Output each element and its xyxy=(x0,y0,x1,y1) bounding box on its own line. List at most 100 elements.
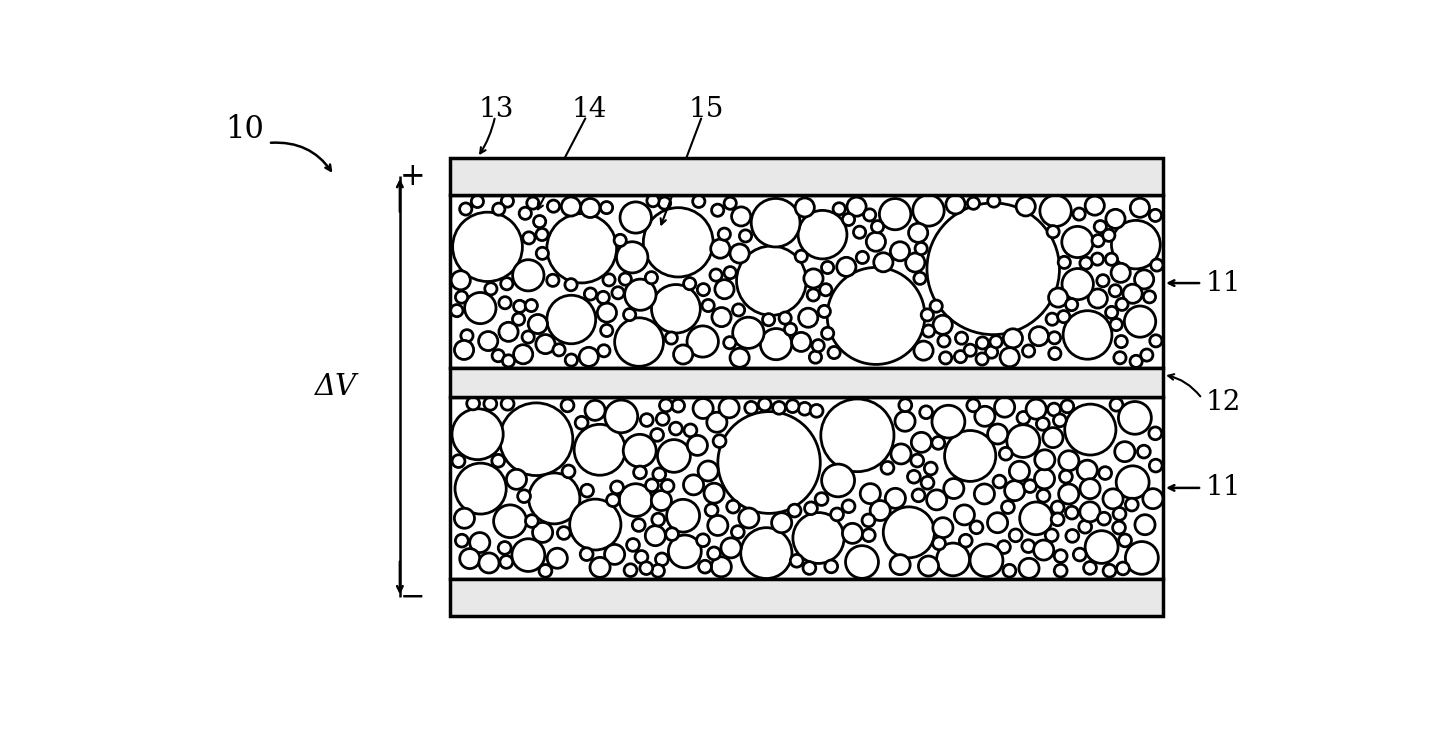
Circle shape xyxy=(931,300,942,312)
Circle shape xyxy=(697,283,709,296)
Bar xyxy=(450,194,1163,368)
Circle shape xyxy=(1048,403,1061,416)
Circle shape xyxy=(1143,489,1163,509)
Circle shape xyxy=(914,341,934,360)
Circle shape xyxy=(1065,298,1078,311)
Circle shape xyxy=(627,539,640,551)
Circle shape xyxy=(1048,332,1061,344)
Circle shape xyxy=(513,260,544,291)
Circle shape xyxy=(905,253,925,272)
Circle shape xyxy=(1010,529,1022,542)
Circle shape xyxy=(1094,220,1107,233)
Circle shape xyxy=(707,516,727,536)
Circle shape xyxy=(977,353,988,365)
Circle shape xyxy=(707,413,727,433)
Circle shape xyxy=(667,499,700,532)
Circle shape xyxy=(891,555,911,574)
Circle shape xyxy=(604,400,637,433)
Circle shape xyxy=(1017,412,1030,424)
Circle shape xyxy=(1097,512,1110,525)
Circle shape xyxy=(990,335,1002,348)
Circle shape xyxy=(1048,288,1068,307)
Circle shape xyxy=(1110,318,1123,331)
Circle shape xyxy=(988,513,1008,533)
Circle shape xyxy=(1130,355,1143,367)
Circle shape xyxy=(484,398,497,410)
Circle shape xyxy=(862,529,875,542)
Circle shape xyxy=(1000,447,1012,460)
Circle shape xyxy=(1010,462,1030,482)
Circle shape xyxy=(861,484,881,504)
Circle shape xyxy=(1035,450,1055,470)
Circle shape xyxy=(1085,196,1104,215)
Circle shape xyxy=(922,325,935,337)
Circle shape xyxy=(623,309,636,321)
Circle shape xyxy=(646,272,657,283)
Circle shape xyxy=(803,562,816,574)
Circle shape xyxy=(511,539,544,571)
Circle shape xyxy=(696,534,709,547)
Circle shape xyxy=(528,473,580,524)
Circle shape xyxy=(1048,347,1061,360)
Circle shape xyxy=(1004,329,1022,348)
Circle shape xyxy=(842,500,855,513)
Text: +: + xyxy=(400,160,425,191)
Circle shape xyxy=(536,247,548,260)
Circle shape xyxy=(927,203,1060,335)
Circle shape xyxy=(453,455,465,467)
Circle shape xyxy=(821,399,894,472)
Circle shape xyxy=(921,476,934,489)
Text: 14: 14 xyxy=(571,96,607,123)
Circle shape xyxy=(927,490,947,510)
Circle shape xyxy=(939,352,952,364)
Circle shape xyxy=(795,250,808,263)
Circle shape xyxy=(693,195,705,208)
Circle shape xyxy=(1118,534,1131,547)
Circle shape xyxy=(533,522,553,542)
Circle shape xyxy=(822,261,833,274)
Circle shape xyxy=(1117,562,1130,575)
Circle shape xyxy=(1065,530,1078,542)
Circle shape xyxy=(1078,520,1091,533)
Circle shape xyxy=(856,252,868,263)
Circle shape xyxy=(460,548,480,568)
Text: 11: 11 xyxy=(1206,474,1242,502)
Circle shape xyxy=(1034,469,1054,489)
Circle shape xyxy=(1034,540,1054,560)
Circle shape xyxy=(1017,197,1035,216)
Circle shape xyxy=(853,226,866,238)
Bar xyxy=(450,397,1163,579)
Circle shape xyxy=(1126,498,1138,511)
Circle shape xyxy=(969,544,1002,577)
Circle shape xyxy=(669,535,702,568)
Circle shape xyxy=(455,534,468,547)
Circle shape xyxy=(919,406,932,418)
Circle shape xyxy=(1074,548,1085,561)
Circle shape xyxy=(1065,506,1078,519)
Circle shape xyxy=(514,345,533,364)
Circle shape xyxy=(1091,253,1104,265)
Circle shape xyxy=(1054,564,1067,577)
Circle shape xyxy=(955,332,968,344)
Circle shape xyxy=(995,397,1015,417)
Circle shape xyxy=(547,548,567,568)
Circle shape xyxy=(1058,450,1078,470)
Circle shape xyxy=(1040,195,1071,226)
Circle shape xyxy=(624,279,656,310)
Circle shape xyxy=(1022,539,1035,553)
Circle shape xyxy=(790,554,803,567)
Circle shape xyxy=(1136,515,1156,535)
Circle shape xyxy=(1037,418,1050,430)
Circle shape xyxy=(805,502,818,515)
Circle shape xyxy=(1143,291,1156,303)
Circle shape xyxy=(493,203,505,215)
Circle shape xyxy=(597,345,610,357)
Circle shape xyxy=(812,340,825,352)
Circle shape xyxy=(1037,490,1050,502)
Circle shape xyxy=(732,525,745,539)
Circle shape xyxy=(908,470,921,483)
Circle shape xyxy=(640,414,653,427)
Circle shape xyxy=(762,314,775,326)
Circle shape xyxy=(1126,542,1158,574)
Circle shape xyxy=(934,315,952,335)
